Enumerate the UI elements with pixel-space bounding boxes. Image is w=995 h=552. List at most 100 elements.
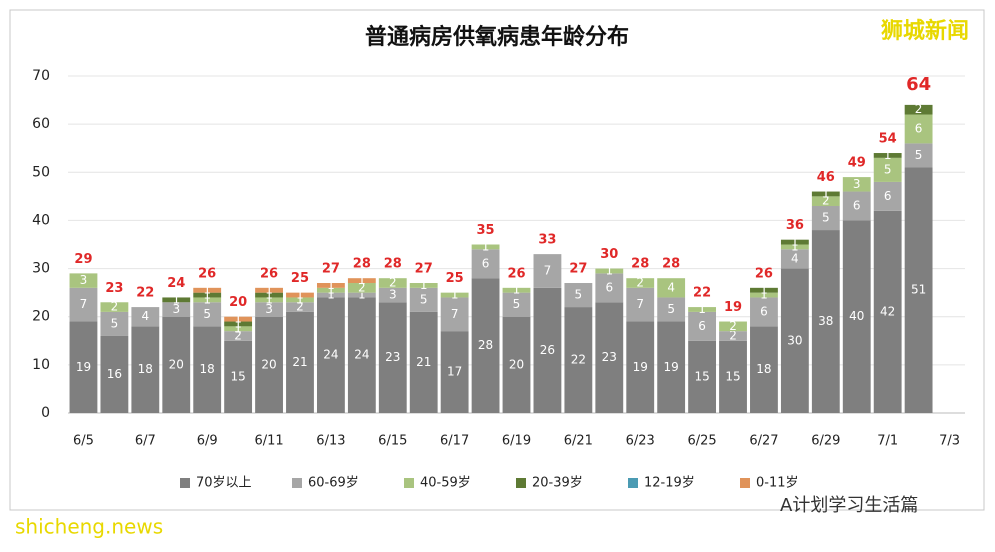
data-label: 1: [698, 302, 706, 316]
total-label: 54: [879, 132, 897, 147]
data-label: 3: [389, 288, 397, 302]
legend-label: 60-69岁: [308, 476, 359, 491]
total-label: 33: [538, 233, 556, 248]
legend-swatch: [292, 478, 302, 488]
x-tick-label: 6/7: [135, 434, 156, 449]
data-label: 3: [80, 273, 88, 287]
bar-segment: [378, 287, 407, 303]
y-tick-label: 60: [32, 116, 50, 132]
data-label: 20: [169, 357, 184, 371]
data-label: 6: [884, 189, 892, 203]
bar-segment: [286, 297, 314, 303]
bar-segment: [626, 278, 655, 288]
bar-segment: [193, 292, 222, 298]
x-tick-label: 6/27: [749, 434, 778, 449]
bar-segment: [378, 302, 407, 413]
data-label: 30: [787, 333, 802, 347]
bar-segment: [347, 283, 376, 293]
bar-segment: [688, 340, 717, 413]
bar-segment: [440, 331, 469, 413]
data-label: 2: [358, 280, 366, 294]
data-label: 2: [729, 319, 737, 333]
bar-segment: [162, 302, 191, 317]
x-tick-label: 6/29: [811, 434, 840, 449]
bar-segment: [873, 153, 902, 158]
total-label: 26: [198, 266, 216, 281]
data-label: 1: [327, 278, 335, 292]
data-label: 1: [327, 283, 335, 297]
data-label: 17: [447, 365, 462, 379]
data-label: 5: [420, 292, 428, 306]
data-label: 26: [540, 343, 555, 357]
bar-segment: [255, 302, 283, 317]
footer-right: A计划学习生活篇: [780, 495, 918, 516]
bar-segment: [502, 292, 531, 317]
total-label: 22: [136, 286, 154, 301]
data-label: 21: [292, 355, 307, 369]
data-label: 1: [822, 186, 830, 200]
bar-segment: [316, 283, 345, 288]
watermark: 狮城新闻: [881, 18, 969, 44]
bar-segment: [842, 177, 871, 192]
data-label: 2: [636, 276, 644, 290]
data-label: 16: [107, 367, 122, 381]
data-label: 2: [296, 300, 304, 314]
data-label: 5: [667, 302, 675, 316]
data-label: 7: [80, 297, 88, 311]
bar-segment: [873, 157, 902, 182]
data-label: 18: [200, 362, 215, 376]
data-label: 40: [849, 309, 864, 323]
total-label: 25: [291, 271, 309, 286]
bar-segment: [131, 307, 160, 327]
total-label: 22: [693, 286, 711, 301]
bar-segment: [595, 268, 624, 274]
bar-segment: [347, 297, 376, 413]
bar-segment: [409, 311, 438, 413]
data-label: 1: [203, 283, 211, 297]
bar-segment: [286, 292, 314, 298]
y-tick-label: 0: [41, 405, 50, 421]
x-tick-label: 6/23: [626, 434, 655, 449]
x-tick-label: 6/19: [502, 434, 531, 449]
bar-segment: [409, 287, 438, 312]
bar-segment: [564, 283, 593, 308]
data-label: 1: [358, 288, 366, 302]
data-label: 1: [327, 288, 335, 302]
data-label: 5: [884, 162, 892, 176]
x-tick-label: 6/25: [687, 434, 716, 449]
bar-segment: [255, 297, 283, 303]
bar-segment: [409, 283, 438, 288]
data-label: 2: [822, 194, 830, 208]
data-label: 6: [605, 280, 613, 294]
data-label: 7: [451, 307, 459, 321]
data-label: 23: [602, 350, 617, 364]
data-label: 7: [544, 263, 552, 277]
bar-segment: [811, 205, 840, 231]
bar-segment: [626, 321, 655, 413]
data-label: 5: [822, 211, 830, 225]
data-label: 1: [451, 288, 459, 302]
bar-segment: [904, 167, 933, 413]
bar-segment: [316, 292, 345, 298]
bar-segment: [162, 297, 191, 303]
bar-segment: [378, 278, 407, 288]
bar-segment: [688, 311, 717, 341]
bar-segment: [657, 321, 686, 413]
total-label: 30: [600, 247, 618, 262]
data-label: 1: [234, 316, 242, 330]
footer-left: shicheng.news: [15, 515, 163, 539]
bar-segment: [904, 114, 933, 144]
data-label: 5: [111, 316, 119, 330]
data-label: 15: [694, 369, 709, 383]
data-label: 4: [791, 251, 799, 265]
bar-segment: [316, 287, 345, 293]
data-label: 6: [698, 319, 706, 333]
bar-segment: [719, 331, 747, 341]
bar-segment: [224, 326, 253, 332]
bar-segment: [69, 273, 98, 288]
data-label: 4: [142, 309, 150, 323]
total-label: 24: [167, 276, 185, 291]
y-tick-label: 40: [32, 212, 50, 228]
data-label: 19: [76, 360, 91, 374]
y-tick-label: 70: [32, 68, 50, 84]
